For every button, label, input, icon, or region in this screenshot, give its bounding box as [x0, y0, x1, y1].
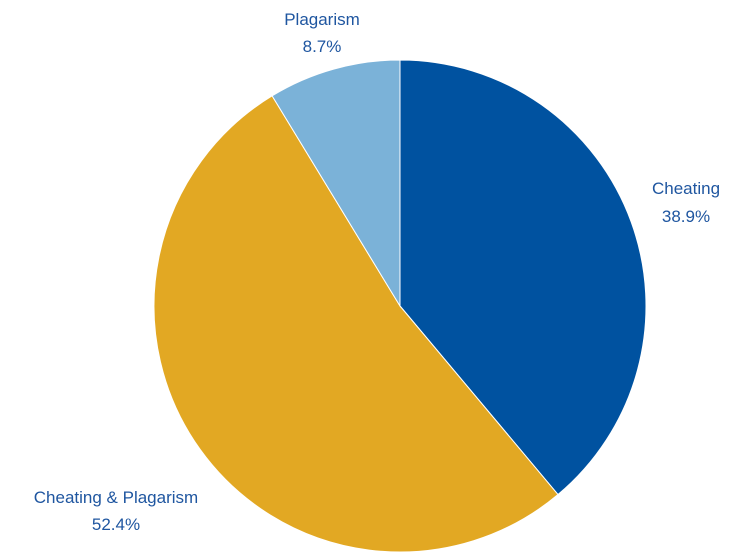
slice-label-cheating-name: Cheating [652, 179, 720, 198]
svg-text:52.4%: 52.4% [92, 515, 140, 534]
svg-text:38.9%: 38.9% [662, 207, 710, 226]
pie-slice-cheating [399, 59, 647, 496]
svg-text:Plagarism: Plagarism [284, 10, 360, 29]
slice-label-plagarism-name: Plagarism [284, 10, 360, 29]
svg-text:Cheating & Plagarism: Cheating & Plagarism [34, 488, 198, 507]
svg-text:Cheating: Cheating [652, 179, 720, 198]
pie-slice-plagarism [271, 59, 401, 308]
slice-label-cheating: Cheating 38.9% [652, 179, 720, 226]
slice-label-cheating-and-plagarism-value: 52.4% [92, 515, 140, 534]
slice-label-plagarism: Plagarism 8.7% [284, 10, 360, 56]
slice-label-cheating-value: 38.9% [662, 207, 710, 226]
slice-label-cheating-and-plagarism-name: Cheating & Plagarism [34, 488, 198, 507]
pie-slices [153, 59, 647, 552]
slice-label-plagarism-value: 8.7% [303, 37, 342, 56]
pie-slice-cheating-and-plagarism [153, 95, 559, 552]
svg-text:8.7%: 8.7% [303, 37, 342, 56]
slice-label-cheating-and-plagarism: Cheating & Plagarism 52.4% [34, 488, 198, 534]
